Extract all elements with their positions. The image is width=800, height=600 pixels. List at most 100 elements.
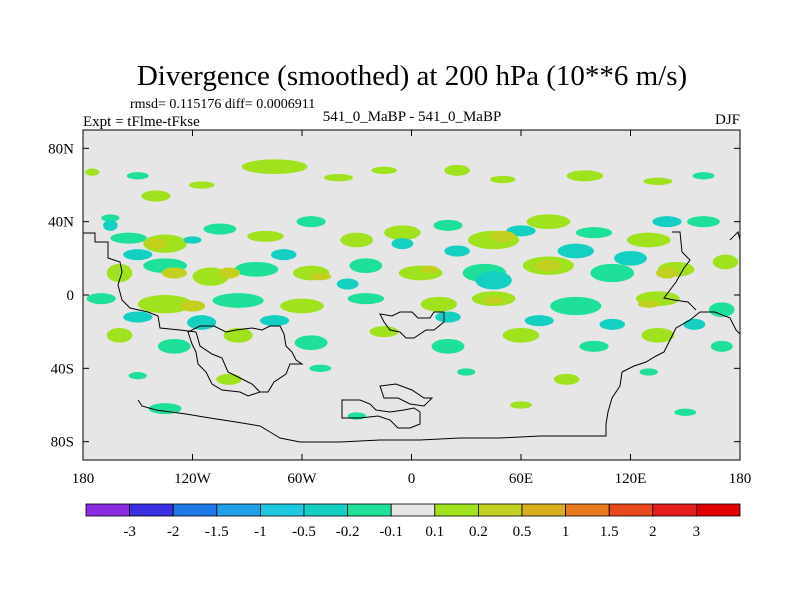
field-blob xyxy=(347,412,366,420)
field-blob xyxy=(420,296,458,312)
colorbar-swatch xyxy=(434,503,479,517)
field-blob xyxy=(101,214,120,222)
stats-line: rmsd= 0.115176 diff= 0.0006911 xyxy=(130,97,315,112)
field-blob xyxy=(550,296,602,316)
field-blob xyxy=(457,368,476,376)
field-blob xyxy=(489,175,516,184)
coastline-antarctic-island xyxy=(341,399,421,429)
chart-title: Divergence (smoothed) at 200 hPa (10**6 … xyxy=(137,60,687,92)
field-blob xyxy=(371,166,397,174)
field-blob xyxy=(280,298,324,314)
field-blob xyxy=(309,273,332,281)
field-blob xyxy=(489,230,516,242)
field-blob xyxy=(712,254,739,270)
field-blob xyxy=(110,232,147,244)
colorbar-label: 0.1 xyxy=(425,524,444,540)
field-blob xyxy=(566,170,604,182)
colorbar-label: -3 xyxy=(123,524,136,540)
colorbar-label: 0.5 xyxy=(513,524,532,540)
field-blob xyxy=(234,262,279,277)
field-blob xyxy=(148,403,182,415)
field-blob xyxy=(241,159,308,175)
colorbar-swatch xyxy=(85,503,130,517)
field-blob xyxy=(674,408,697,417)
x-tick-label: 60W xyxy=(287,471,317,487)
coastlines xyxy=(83,231,741,443)
colorbar-label: -0.2 xyxy=(336,524,360,540)
field-blob xyxy=(475,271,512,290)
field-blob xyxy=(614,251,647,266)
colorbar-label: 3 xyxy=(693,524,701,540)
field-blob xyxy=(656,267,678,279)
coastline-weddell xyxy=(379,383,434,407)
field-blob xyxy=(435,311,461,323)
x-tick-label: 180 xyxy=(729,471,752,487)
x-tick-label: 0 xyxy=(408,471,416,487)
field-blob xyxy=(270,249,297,261)
field-blob xyxy=(652,216,682,228)
field-blob xyxy=(212,293,264,308)
y-tick-label: 40S xyxy=(51,361,74,377)
field-blob xyxy=(145,238,167,250)
coastline-south-pole xyxy=(137,311,741,443)
field-blob xyxy=(349,258,383,273)
experiment-label: Expt = tFlme-tFkse xyxy=(83,114,200,130)
field-blob xyxy=(296,216,326,228)
divergence-field xyxy=(84,159,739,420)
field-blob xyxy=(431,339,465,354)
field-blob xyxy=(103,219,118,231)
field-blob xyxy=(216,373,242,385)
field-blob xyxy=(420,265,439,274)
field-blob xyxy=(157,339,191,354)
field-blob xyxy=(535,260,562,272)
field-blob xyxy=(637,300,660,308)
coastline-africa xyxy=(379,311,445,339)
field-blob xyxy=(294,335,328,350)
colorbar-swatch xyxy=(652,503,697,517)
colorbar-swatch xyxy=(565,503,610,517)
field-blob xyxy=(553,373,580,385)
coastline-asia-east xyxy=(663,231,697,311)
colorbar-swatch xyxy=(216,503,261,517)
field-blob xyxy=(137,295,193,314)
field-blob xyxy=(433,219,463,231)
field-blob xyxy=(369,326,399,338)
field-blob xyxy=(526,214,571,230)
field-blob xyxy=(384,225,421,241)
field-blob xyxy=(323,174,354,182)
field-blob xyxy=(336,278,359,290)
field-blob xyxy=(708,302,735,317)
field-blob xyxy=(340,232,374,248)
colorbar-label: 0.2 xyxy=(469,524,488,540)
y-tick-label: 80S xyxy=(51,435,74,451)
y-tick-label: 40N xyxy=(48,215,74,231)
field-blob xyxy=(187,315,217,330)
field-blob xyxy=(188,181,215,189)
x-axis: 180 120W 60W 0 60E 120E 180 xyxy=(72,130,752,487)
field-blob xyxy=(309,364,332,373)
field-blob xyxy=(218,267,240,279)
field-blob xyxy=(579,340,609,352)
coastline-asia-east-2 xyxy=(729,231,741,241)
x-tick-label: 60E xyxy=(509,471,533,487)
field-blob xyxy=(106,328,133,343)
field-blob xyxy=(84,168,100,176)
field-blob xyxy=(444,245,470,257)
y-axis: 80N 40N 0 40S 80S xyxy=(48,141,740,451)
field-blob xyxy=(482,296,505,305)
field-blob xyxy=(502,328,540,343)
colorbar-swatch xyxy=(347,503,392,517)
field-blob xyxy=(183,236,202,244)
field-blob xyxy=(247,230,284,242)
colorbar: -3 -2 -1.5 -1 -0.5 -0.2 -0.1 0.1 0.2 0.5 1 1.5 2 3 xyxy=(85,503,741,540)
field-blob xyxy=(510,401,532,409)
colorbar-swatch xyxy=(521,503,566,517)
field-blob xyxy=(179,300,206,312)
field-blob xyxy=(141,190,171,202)
field-blob xyxy=(590,263,635,283)
colorbar-label: 2 xyxy=(649,524,657,540)
y-tick-label: 80N xyxy=(48,141,74,157)
field-blob xyxy=(347,293,385,305)
field-blob xyxy=(128,372,147,380)
